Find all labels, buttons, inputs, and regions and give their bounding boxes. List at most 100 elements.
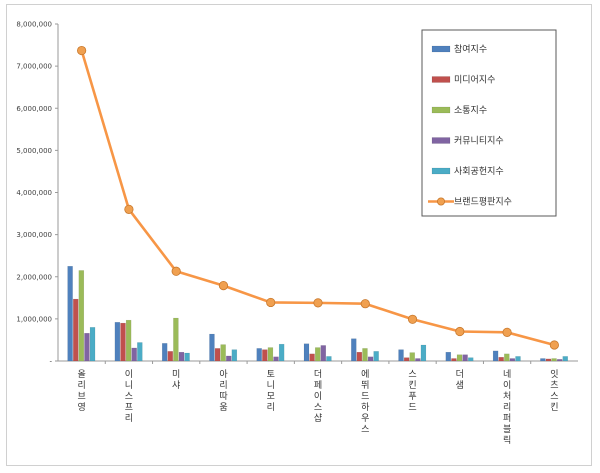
line-point (455, 326, 465, 337)
x-category-label-char: 처 (503, 390, 511, 402)
bar (556, 359, 563, 362)
legend-swatch (431, 137, 451, 144)
line-point (502, 327, 512, 337)
bar (303, 343, 310, 362)
x-category-label-char: 샤 (172, 380, 180, 391)
bar (504, 353, 510, 362)
bar (167, 351, 173, 362)
bar (545, 358, 552, 362)
x-category-label-char: 에 (361, 369, 369, 380)
bar (320, 345, 326, 362)
x-category-label-char: 스 (550, 391, 558, 402)
bar (214, 348, 221, 362)
bar (420, 344, 427, 362)
bar (278, 343, 285, 362)
bar (373, 351, 379, 362)
x-category-label-char: 스 (314, 402, 322, 413)
bar (161, 343, 168, 362)
bar (409, 352, 415, 362)
bar (131, 347, 137, 362)
bar (73, 298, 79, 362)
bar (120, 322, 126, 362)
x-category-label-char: 샵 (314, 413, 322, 424)
x-category-label-char: 네 (503, 369, 511, 380)
legend-swatch (431, 167, 451, 175)
bar (89, 327, 96, 362)
bar (515, 356, 521, 362)
line-point (77, 45, 87, 56)
x-category-label-char: 브 (77, 391, 85, 402)
x-category-label-char: 올 (77, 369, 85, 380)
x-category-label-char: 이 (503, 380, 511, 391)
line-point (360, 299, 370, 309)
x-category-label-char: 샘 (456, 380, 464, 391)
x-category-label-char: 퍼 (503, 413, 511, 424)
bar (562, 356, 568, 362)
x-category-label-char: 킨 (408, 380, 416, 391)
x-category-label-char: 리 (77, 380, 85, 391)
bar (315, 347, 321, 362)
bar (445, 351, 452, 362)
x-category-label-char: 영 (77, 402, 85, 413)
legend-label: 커뮤니티지수 (454, 136, 504, 147)
bar (262, 349, 268, 362)
legend-swatch (431, 106, 451, 114)
bar (125, 319, 132, 362)
bar (403, 357, 410, 362)
bar (267, 347, 274, 362)
bar (415, 358, 421, 362)
x-category-label-char: 우 (361, 413, 369, 424)
x-category-label-char: 따 (219, 391, 227, 402)
x-category-label-char: 아 (219, 369, 228, 380)
legend-label: 브랜드평판지수 (454, 197, 512, 208)
y-tick-label: 4,000,000 (16, 189, 52, 197)
x-category-label-char: 스 (408, 369, 416, 380)
x-category-label-char: 킨 (550, 402, 558, 413)
x-category-label-char: 블 (503, 424, 511, 435)
line-point (171, 266, 181, 276)
line-point (407, 314, 418, 324)
x-category-label-char: 리 (125, 413, 133, 424)
x-category-label-char: 츠 (550, 380, 558, 391)
legend-swatch (431, 45, 451, 53)
bar (492, 350, 499, 362)
x-category-label-char: 리 (503, 402, 511, 413)
legend-swatch (431, 76, 451, 83)
bar (173, 317, 179, 362)
bar (209, 333, 215, 362)
x-category-label-char: 하 (361, 402, 370, 413)
bar (356, 351, 363, 362)
x-category-label-char: 이 (314, 391, 322, 402)
x-category-label-char: 뛰 (361, 380, 369, 391)
bar (226, 355, 232, 362)
x-category-label-char: 푸 (408, 391, 416, 402)
legend-box (421, 29, 557, 217)
bar (509, 358, 516, 362)
x-category-label-char: 스 (125, 391, 133, 402)
line-point (313, 298, 323, 308)
x-category-label-char: 더 (314, 369, 322, 380)
x-category-label-char: 릭 (503, 434, 511, 446)
bar (184, 352, 190, 362)
x-category-label-char: 잇 (550, 368, 558, 380)
y-tick-label: 7,000,000 (16, 63, 52, 71)
bar (256, 348, 262, 362)
bar (78, 270, 85, 362)
x-category-label-char: 드 (361, 392, 369, 402)
bar (326, 356, 332, 362)
x-category-label-char: 미 (172, 369, 180, 380)
bar (456, 354, 463, 362)
bar (273, 356, 279, 362)
y-tick-label: - (49, 358, 52, 366)
bar (398, 349, 404, 362)
x-category-label-char: 토 (267, 370, 275, 380)
x-category-label-char: 더 (456, 369, 464, 380)
y-tick-label: 6,000,000 (16, 105, 52, 113)
bar (220, 344, 226, 362)
x-category-label-char: 니 (267, 380, 275, 391)
y-tick-label: 1,000,000 (16, 315, 52, 323)
bar (178, 351, 185, 362)
line-point (549, 340, 559, 350)
legend-label: 소통지수 (454, 105, 487, 116)
